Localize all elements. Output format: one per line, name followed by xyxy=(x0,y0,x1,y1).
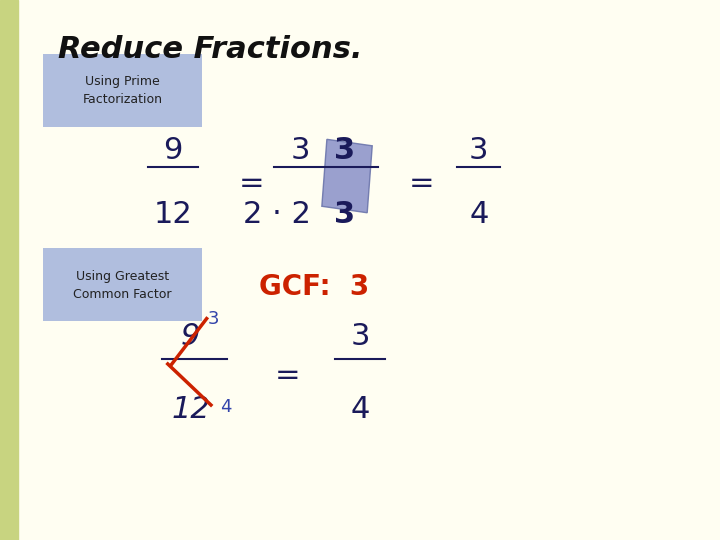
Text: 2 · 2: 2 · 2 xyxy=(243,200,320,229)
Text: GCF:  3: GCF: 3 xyxy=(259,273,369,301)
Bar xyxy=(0,0,18,540)
Text: 3: 3 xyxy=(333,136,355,165)
Text: 12: 12 xyxy=(171,395,210,424)
Text: Using Prime
Factorization: Using Prime Factorization xyxy=(82,75,163,106)
Text: 3: 3 xyxy=(350,322,370,351)
Text: 4: 4 xyxy=(220,398,231,416)
Text: Reduce Fractions.: Reduce Fractions. xyxy=(58,35,362,64)
Text: =: = xyxy=(408,169,434,198)
FancyBboxPatch shape xyxy=(43,54,202,127)
Text: 9: 9 xyxy=(163,136,182,165)
Text: Using Greatest
Common Factor: Using Greatest Common Factor xyxy=(73,269,171,301)
Text: 4: 4 xyxy=(351,395,369,424)
Polygon shape xyxy=(322,139,372,213)
Text: 3: 3 xyxy=(208,310,220,328)
Text: =: = xyxy=(275,361,301,390)
Text: =: = xyxy=(239,169,265,198)
Text: 4: 4 xyxy=(469,200,488,229)
Text: 3: 3 xyxy=(469,136,489,165)
Text: 3: 3 xyxy=(333,200,355,229)
Text: 9: 9 xyxy=(181,322,200,351)
Text: 12: 12 xyxy=(153,200,192,229)
Text: 3: 3 xyxy=(291,136,320,165)
FancyBboxPatch shape xyxy=(43,248,202,321)
